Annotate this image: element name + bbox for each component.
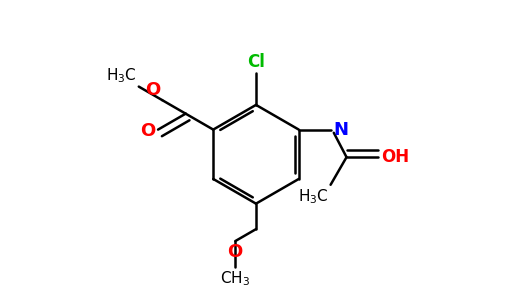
Text: O: O — [145, 80, 161, 99]
Text: O: O — [140, 122, 155, 140]
Text: CH$_3$: CH$_3$ — [220, 269, 250, 288]
Text: H$_3$C: H$_3$C — [298, 187, 329, 206]
Text: H$_3$C: H$_3$C — [106, 66, 137, 85]
Text: N: N — [333, 120, 348, 139]
Text: O: O — [227, 243, 242, 261]
Text: OH: OH — [381, 148, 409, 166]
Text: Cl: Cl — [247, 53, 265, 71]
